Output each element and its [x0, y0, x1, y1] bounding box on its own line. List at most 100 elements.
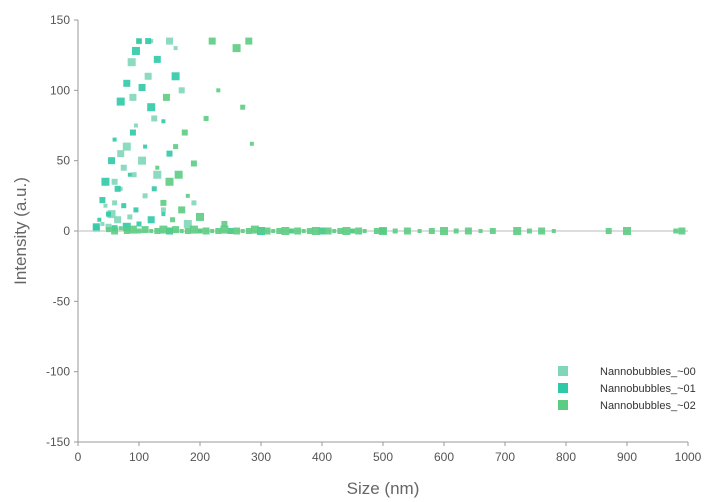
x-tick-label: 800 — [556, 450, 576, 464]
data-point — [147, 103, 156, 112]
data-point — [355, 227, 363, 235]
legend-label: Nannobubbles_~02 — [600, 400, 696, 412]
data-point — [153, 170, 162, 179]
data-point — [127, 58, 136, 67]
data-point — [526, 228, 532, 234]
data-point — [623, 227, 631, 235]
data-point — [136, 228, 142, 234]
data-point — [190, 160, 197, 167]
data-point — [178, 87, 185, 94]
data-point — [162, 93, 170, 101]
data-point — [289, 228, 294, 234]
data-point — [133, 207, 139, 213]
data-point — [489, 228, 496, 234]
y-tick-label: 100 — [50, 83, 70, 97]
data-point — [151, 186, 157, 192]
legend-label: Nannobubbles_~00 — [600, 366, 696, 378]
x-tick-label: 0 — [75, 450, 82, 464]
data-point — [99, 197, 106, 204]
y-tick-label: -50 — [53, 294, 71, 308]
data-point — [379, 227, 387, 235]
data-point — [131, 46, 140, 55]
data-point — [392, 228, 398, 234]
data-point — [215, 228, 222, 234]
data-point — [276, 228, 283, 234]
data-point — [440, 227, 448, 235]
data-point — [161, 212, 166, 217]
y-tick-label: -100 — [46, 365, 70, 379]
data-point — [149, 39, 154, 44]
axis-ticks: 0 100 200 300 400 500 600 700 800 900 100015010050… — [46, 13, 702, 464]
x-tick-label: 1000 — [675, 450, 702, 464]
data-point — [196, 212, 204, 221]
y-tick-label: 50 — [57, 154, 71, 168]
data-point — [107, 210, 116, 219]
data-point — [133, 123, 138, 128]
data-point — [160, 199, 167, 206]
data-point — [173, 46, 178, 51]
legend: Nannobubbles_~00 Nannobubbles_~01 Nannobub… — [558, 366, 696, 412]
data-point — [453, 228, 459, 234]
data-point — [105, 223, 112, 230]
data-point — [114, 185, 121, 192]
data-point — [294, 227, 302, 235]
data-point — [228, 228, 233, 234]
data-point — [178, 206, 186, 214]
data-point — [342, 227, 351, 235]
data-point — [324, 227, 332, 235]
data-point — [108, 157, 116, 165]
data-point — [144, 72, 152, 80]
data-point — [129, 129, 136, 136]
data-point — [513, 227, 522, 235]
data-point — [202, 227, 210, 235]
data-point — [306, 228, 313, 234]
data-point — [166, 37, 173, 45]
x-tick-label: 900 — [617, 450, 637, 464]
data-point — [551, 229, 556, 233]
data-point — [184, 228, 191, 234]
data-point — [92, 223, 100, 231]
data-point — [263, 227, 271, 235]
data-point — [428, 228, 435, 234]
data-point — [120, 164, 127, 171]
data-point — [114, 216, 122, 224]
x-tick-label: 100 — [129, 450, 149, 464]
data-point — [167, 228, 172, 234]
data-point — [116, 97, 125, 106]
data-point — [478, 229, 483, 233]
data-point — [673, 228, 679, 234]
data-point — [350, 228, 355, 234]
data-point — [136, 38, 142, 44]
data-point — [111, 227, 119, 235]
data-point — [172, 226, 180, 234]
data-point — [127, 172, 132, 177]
y-tick-label: -150 — [46, 435, 70, 449]
data-point — [128, 225, 137, 234]
data-point — [118, 186, 123, 191]
data-point — [678, 227, 686, 235]
data-point — [159, 225, 168, 234]
x-tick-label: 400 — [312, 450, 332, 464]
data-point — [249, 141, 254, 146]
data-point — [311, 227, 320, 235]
data-point — [464, 227, 472, 235]
data-point — [101, 177, 110, 186]
data-point — [147, 216, 155, 224]
data-point — [179, 229, 184, 233]
data-point — [142, 193, 148, 199]
data-point — [170, 217, 176, 223]
data-point — [189, 225, 198, 234]
data-point — [160, 207, 166, 213]
data-point — [403, 227, 411, 235]
data-point — [173, 144, 179, 150]
data-point — [112, 200, 118, 206]
data-point — [538, 227, 546, 235]
data-point — [210, 229, 215, 233]
data-point — [166, 150, 173, 157]
data-point — [153, 55, 161, 63]
data-point — [362, 229, 367, 233]
data-point — [122, 142, 131, 151]
data-point — [131, 172, 137, 178]
x-tick-label: 700 — [495, 450, 515, 464]
